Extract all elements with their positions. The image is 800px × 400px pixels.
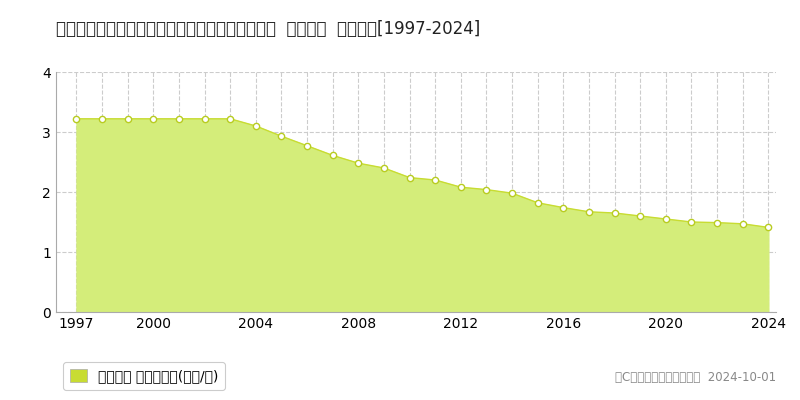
Legend: 基準地価 平均坪単価(万円/坪): 基準地価 平均坪単価(万円/坪) [63, 362, 225, 390]
Text: （C）土地価格ドットコム  2024-10-01: （C）土地価格ドットコム 2024-10-01 [615, 371, 776, 384]
Text: 青森県東津軽郡蝓田村大字瀬辺地字山田３５番９  基準地価  地価推移[1997-2024]: 青森県東津軽郡蝓田村大字瀬辺地字山田３５番９ 基準地価 地価推移[1997-20… [56, 20, 480, 38]
